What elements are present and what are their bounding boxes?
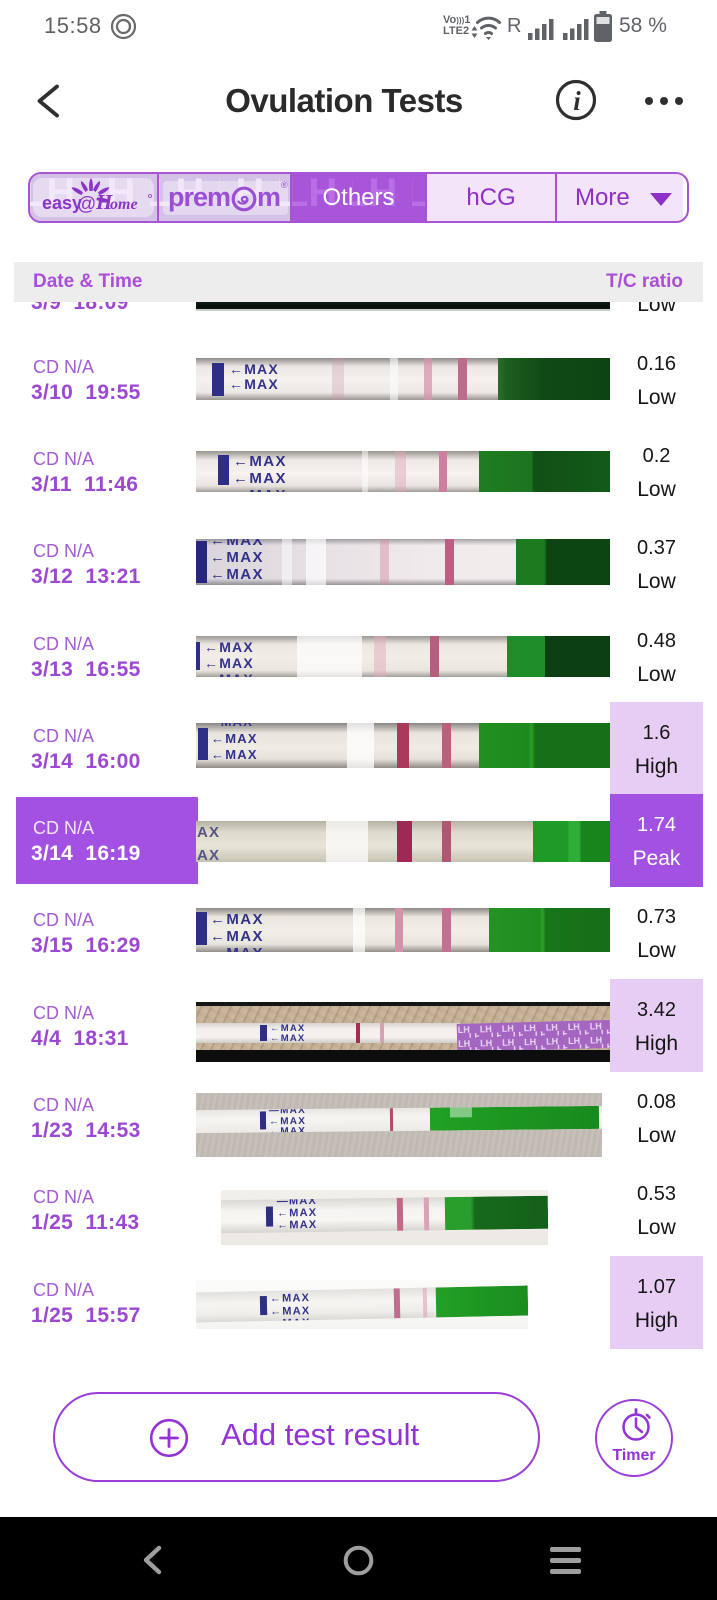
svg-text:i: i: [573, 86, 581, 116]
svg-text:easy: easy: [42, 193, 82, 213]
svg-text:@: @: [77, 194, 96, 215]
svg-text:H: H: [95, 190, 113, 214]
svg-text:ome: ome: [110, 196, 138, 213]
